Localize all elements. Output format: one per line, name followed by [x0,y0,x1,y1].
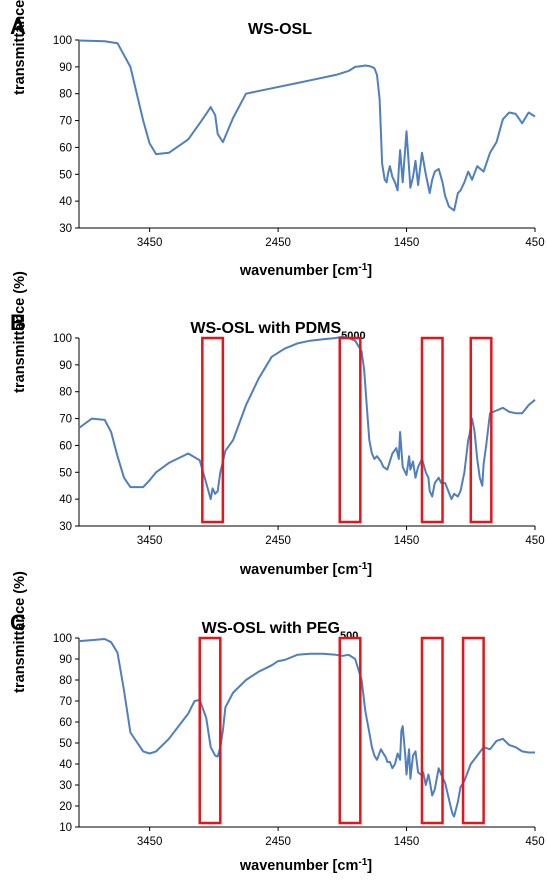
chart-title-a: WS-OSL [248,21,312,38]
y-tick-label: 60 [59,717,72,729]
y-tick-label: 90 [59,62,72,74]
y-tick-label: 80 [59,675,72,687]
chart-plot-c: 10 20 30 40 50 60 70 80 90 100 3450 2450 1450 450 [53,633,545,848]
y-tick-label: 90 [59,360,72,372]
y-tick-label: 70 [59,414,72,426]
x-axis-label-a: wavenumber [cm-1] [239,262,372,280]
highlight-box [338,636,362,825]
x-tick-label: 1450 [394,237,420,249]
highlight-box [198,636,222,825]
y-tick-label: 40 [59,759,72,771]
panel-letter-b: B [10,310,26,335]
panel-c: C WS-OSL with PEG500 1020304050607080901… [10,571,545,874]
y-tick-label: 100 [53,35,72,47]
highlight-box [469,336,493,524]
x-tick-label: 3450 [137,836,163,848]
panel-letter-a: A [10,14,26,39]
x-axis-label-c: wavenumber [cm-1] [239,857,372,875]
highlight-box [338,336,362,524]
y-axis-label-b: transmittance (%) [12,271,28,393]
panel-letter-c: C [10,610,26,635]
y-tick-label: 70 [59,696,72,708]
y-tick-label: 100 [53,633,72,645]
highlight-box [201,336,225,524]
y-tick-label: 40 [59,196,72,208]
y-tick-label: 50 [59,738,72,750]
y-tick-label: 80 [59,387,72,399]
x-tick-label: 3450 [137,535,163,547]
x-tick-label: 450 [525,535,544,547]
x-tick-label: 2450 [265,237,291,249]
y-tick-label: 20 [59,801,72,813]
x-tick-label: 2450 [265,836,291,848]
highlight-box [461,636,485,825]
spectrum-line [78,638,535,818]
panel-b: B WS-OSL with PDMS5000 30405060708090100… [10,271,545,578]
spectrum-line [78,335,536,501]
y-tick-label: 100 [53,333,72,345]
highlight-box [420,336,444,524]
y-tick-label: 90 [59,654,72,666]
y-tick-label: 30 [59,521,72,533]
y-tick-label: 10 [59,822,72,834]
x-tick-label: 450 [525,836,544,848]
x-axis-label-b: wavenumber [cm-1] [239,561,372,579]
x-tick-label: 1450 [394,836,420,848]
y-tick-label: 30 [59,223,72,235]
chart-title-c: WS-OSL with PEG500 [202,620,359,642]
y-tick-label: 70 [59,116,72,128]
y-tick-label: 50 [59,467,72,479]
chart-plot-b: 30 40 50 60 70 80 90 100 3450 2450 1450 450 [53,333,545,547]
x-tick-label: 3450 [137,237,163,249]
y-tick-label: 40 [59,494,72,506]
chart-plot-a: 30 40 50 60 70 80 90 100 3450 2450 1450 450 [53,35,545,249]
x-tick-label: 450 [525,237,544,249]
x-tick-label: 2450 [265,535,291,547]
panel-a: A WS-OSL 30 40 50 60 70 80 90 100 3450 2450 1450 45… [10,0,545,279]
highlight-box [420,636,444,825]
y-tick-label: 30 [59,780,72,792]
x-tick-label: 1450 [394,535,420,547]
y-tick-label: 80 [59,89,72,101]
y-axis-label-c: transmittance (%) [12,571,28,693]
y-tick-label: 60 [59,440,72,452]
y-tick-label: 60 [59,142,72,154]
y-axis-label-a: transmittance (%) [12,0,28,95]
y-tick-label: 50 [59,169,72,181]
spectrum-line [78,39,536,212]
